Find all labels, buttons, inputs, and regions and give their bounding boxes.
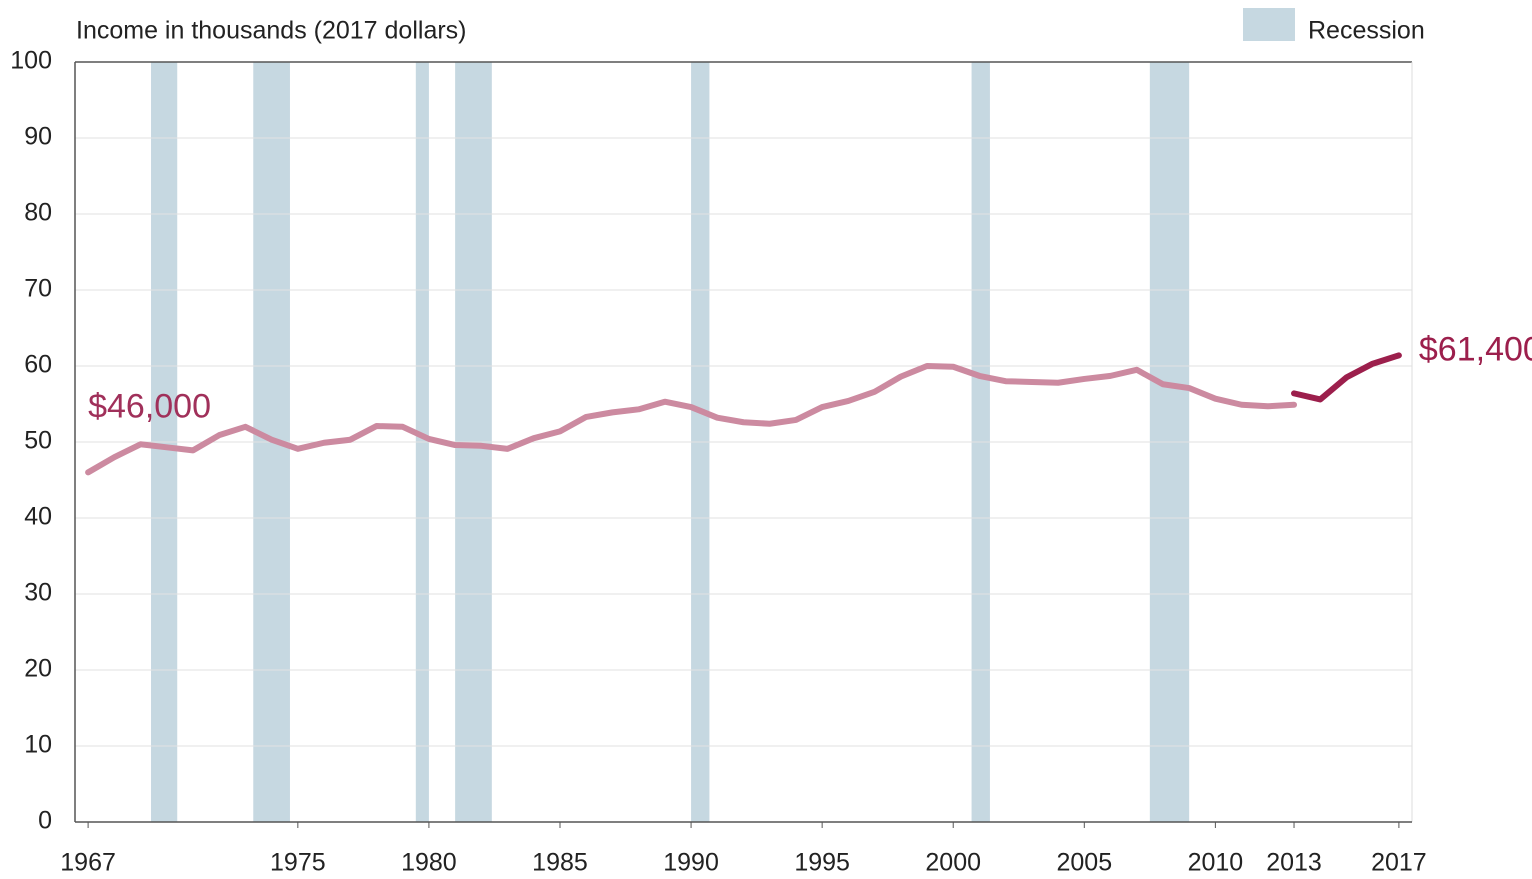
annotation: $61,400 [1419, 330, 1532, 368]
x-tick-label: 2013 [1266, 849, 1322, 877]
x-tick-label: 1980 [401, 849, 457, 877]
x-tick-label: 1995 [794, 849, 850, 877]
y-tick-label: 50 [24, 427, 52, 455]
y-tick-label: 60 [24, 351, 52, 379]
y-tick-label: 30 [24, 579, 52, 607]
x-tick-label: 2017 [1371, 849, 1427, 877]
x-tick-label: 2010 [1188, 849, 1244, 877]
y-tick-label: 0 [38, 807, 52, 835]
annotation: $46,000 [88, 387, 211, 425]
x-tick-label: 1967 [60, 849, 116, 877]
y-tick-label: 100 [10, 47, 52, 75]
x-tick-label: 1975 [270, 849, 326, 877]
legend-swatch [1243, 8, 1295, 41]
y-tick-label: 20 [24, 655, 52, 683]
line [1291, 352, 1402, 403]
x-tick-label: 2000 [925, 849, 981, 877]
y-tick-label: 10 [24, 731, 52, 759]
y-tick-label: 80 [24, 199, 52, 227]
x-tick-label: 1990 [663, 849, 719, 877]
y-tick-label: 70 [24, 275, 52, 303]
x-tick-label: 1985 [532, 849, 588, 877]
line [85, 363, 1298, 476]
axis-label: Income in thousands (2017 dollars) [76, 17, 467, 45]
legend-label: Recession [1308, 17, 1425, 45]
y-tick-label: 40 [24, 503, 52, 531]
y-tick-label: 90 [24, 123, 52, 151]
x-tick-label: 2005 [1056, 849, 1112, 877]
